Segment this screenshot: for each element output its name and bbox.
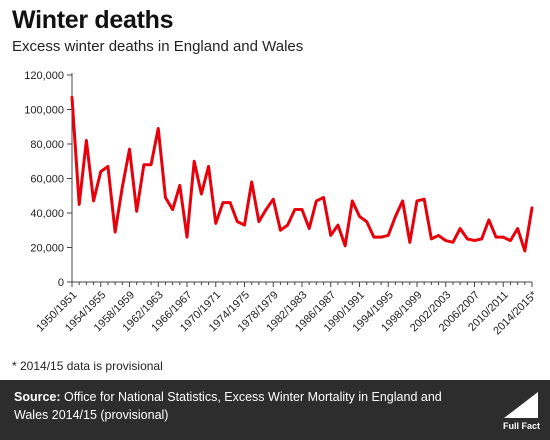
y-tick-label: 0 (58, 277, 64, 289)
y-tick-label: 40,000 (30, 208, 64, 220)
y-tick-label: 60,000 (30, 174, 64, 186)
provisional-note: * 2014/15 data is provisional (12, 359, 163, 373)
y-tick-label: 100,000 (24, 105, 64, 117)
plot-area (70, 95, 534, 253)
footer-source: Source: Office for National Statistics, … (0, 380, 550, 440)
y-tick-label: 120,000 (24, 70, 64, 82)
y-tick-label: 20,000 (30, 243, 64, 255)
chart-subtitle: Excess winter deaths in England and Wale… (12, 38, 304, 55)
series-line (70, 95, 534, 253)
y-tick-label: 80,000 (30, 139, 64, 151)
chart-title: Winter deaths (12, 6, 174, 34)
source-label: Source: (14, 390, 61, 404)
source-text: Office for National Statistics, Excess W… (14, 390, 442, 422)
full-fact-logo-text: Full Fact (502, 421, 540, 431)
x-axis: 1950/19511954/19551958/19591962/19631966… (34, 281, 540, 337)
line-chart: 020,00040,00060,00080,000100,000120,000 … (24, 70, 540, 337)
full-fact-logo-icon (504, 392, 538, 418)
y-axis: 0 20,000 40,000 60,000 80,000 100,000 120,000 (24, 70, 73, 289)
